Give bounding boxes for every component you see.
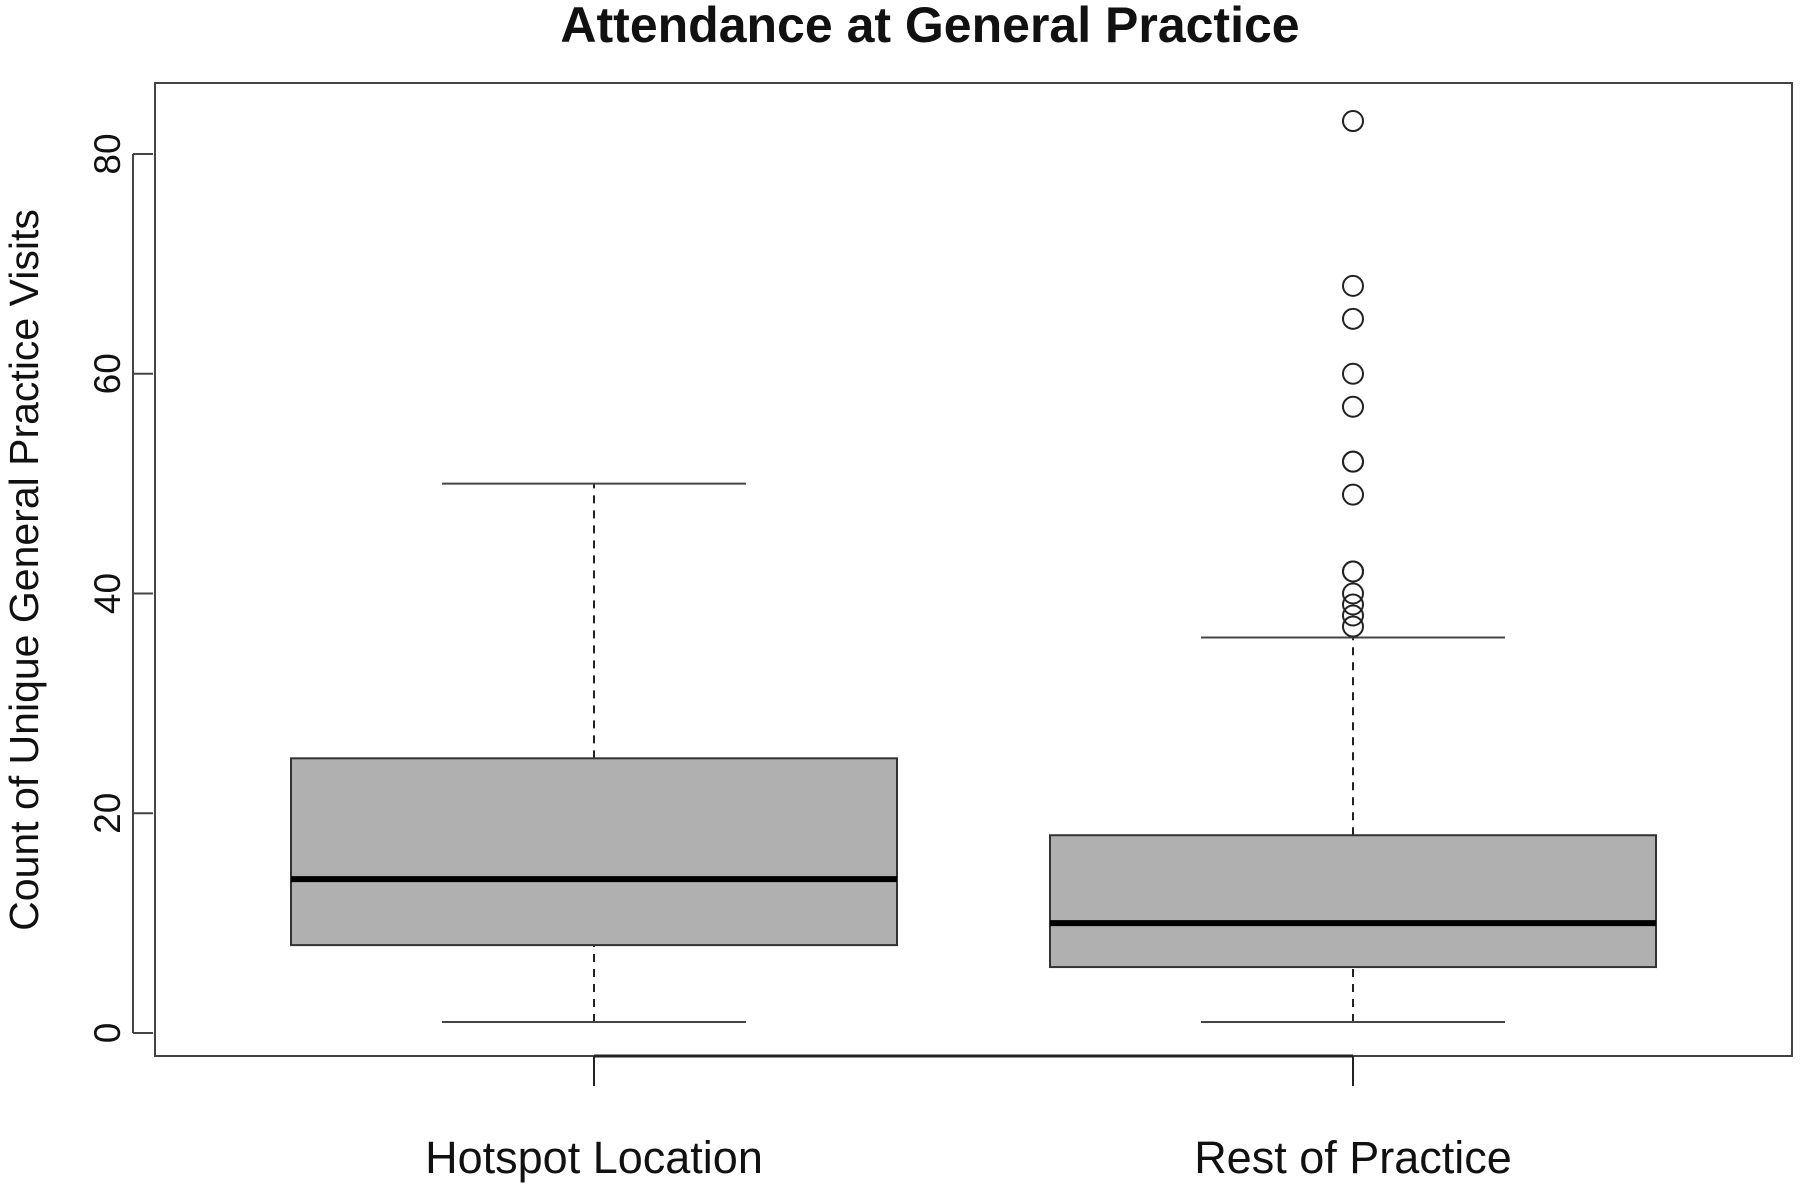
y-tick-label: 0 xyxy=(87,1023,128,1044)
y-axis-label: Count of Unique General Practice Visits xyxy=(1,209,47,931)
x-tick-label: Rest of Practice xyxy=(1194,1132,1512,1183)
iqr-box xyxy=(290,757,898,947)
outlier-point xyxy=(1342,604,1364,627)
outlier-point xyxy=(1342,483,1364,506)
boxes-layer xyxy=(290,110,1657,1024)
outlier-point xyxy=(1342,274,1364,297)
outlier-point xyxy=(1342,582,1364,605)
x-axis: Hotspot Location Rest of Practice xyxy=(425,1054,1512,1183)
x-tick-label: Hotspot Location xyxy=(425,1132,763,1183)
iqr-box xyxy=(1049,834,1657,969)
y-tick-label: 60 xyxy=(87,353,128,394)
y-tick-label: 80 xyxy=(87,133,128,174)
y-tick-label: 40 xyxy=(87,573,128,614)
outlier-point xyxy=(1342,110,1364,133)
outlier-point xyxy=(1342,560,1364,583)
box-group-2 xyxy=(1049,110,1657,1024)
outlier-point xyxy=(1342,615,1364,638)
outlier-point xyxy=(1342,395,1364,418)
y-axis: 0 20 40 60 80 xyxy=(87,133,153,1043)
outlier-point xyxy=(1342,362,1364,385)
box-group-1 xyxy=(290,482,898,1024)
outlier-point xyxy=(1342,593,1364,616)
outlier-point xyxy=(1342,307,1364,330)
outlier-point xyxy=(1342,450,1364,473)
y-tick-label: 20 xyxy=(87,793,128,834)
chart-title: Attendance at General Practice xyxy=(560,0,1299,53)
